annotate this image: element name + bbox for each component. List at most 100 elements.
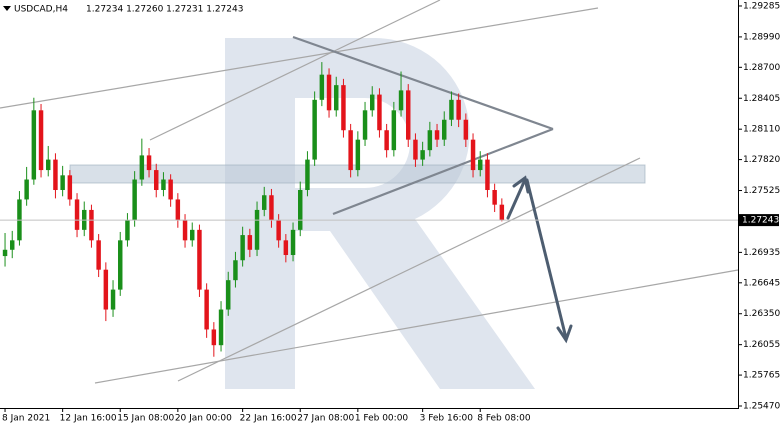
candle-body <box>406 90 411 140</box>
candle-body <box>60 175 65 191</box>
arrow-down <box>525 178 568 340</box>
candle-body <box>449 99 454 120</box>
candle-body <box>110 289 116 310</box>
trend-line <box>177 157 641 382</box>
y-tick-label: 1.28405 <box>743 94 780 104</box>
candle-body <box>326 74 332 111</box>
y-tick-label: 1.26645 <box>743 278 780 288</box>
candle-body <box>377 94 382 131</box>
candle-body <box>420 150 425 160</box>
arrow-head <box>512 175 530 194</box>
candle-body <box>290 229 296 256</box>
candle-body <box>226 280 231 310</box>
candle-body <box>2 249 8 257</box>
candle-body <box>478 159 483 171</box>
candle-body <box>139 155 145 180</box>
candle-body <box>362 110 368 140</box>
y-tick-label: 1.27820 <box>743 155 780 165</box>
candle-body <box>24 179 29 200</box>
candle-body <box>312 99 317 160</box>
x-tick-label: 12 Jan 16:00 <box>60 414 117 424</box>
candle-body <box>168 179 173 200</box>
candle-body <box>319 74 325 100</box>
candle-body <box>218 309 224 346</box>
candle-body <box>74 199 80 230</box>
candle-body <box>247 235 253 250</box>
candle-body <box>125 220 130 241</box>
candle-body <box>103 269 109 310</box>
y-tick-label: 1.28110 <box>743 125 780 135</box>
candle-body <box>10 240 15 250</box>
candle-body <box>211 329 217 346</box>
candle-body <box>154 170 159 191</box>
candle-body <box>233 260 238 281</box>
triangle-lines <box>292 35 554 216</box>
candle-body <box>182 220 188 241</box>
candle-body <box>341 85 346 131</box>
y-tick-label: 1.28700 <box>743 63 780 73</box>
x-tick-label: 15 Jan 08:00 <box>117 414 174 424</box>
candle-body <box>355 139 361 171</box>
candle-body <box>31 110 37 180</box>
x-tick-label: 3 Feb 16:00 <box>420 414 474 424</box>
watermark <box>225 38 535 389</box>
candle-body <box>204 289 209 330</box>
trend-line <box>94 269 739 384</box>
candle-body <box>96 240 101 270</box>
title-icon <box>3 6 11 11</box>
watermark-logo <box>225 38 535 389</box>
arrow-head <box>556 324 573 344</box>
candle-body <box>118 240 123 290</box>
candle-body <box>269 195 274 221</box>
candle-body <box>298 190 303 230</box>
candle-body <box>370 94 375 111</box>
y-tick-label: 1.27525 <box>743 186 780 196</box>
candle-body <box>262 195 267 210</box>
candle-body <box>89 209 94 241</box>
candle-body <box>132 179 137 221</box>
y-tick-label: 1.26350 <box>743 309 780 319</box>
x-tick-label: 27 Jan 08:00 <box>297 414 354 424</box>
candle-body <box>427 130 433 151</box>
candle-body <box>240 235 245 261</box>
candle-body <box>391 110 397 151</box>
candle-body <box>276 220 281 241</box>
x-tick-label: 8 Feb 08:00 <box>477 414 531 424</box>
triangle-line <box>292 35 554 131</box>
candle-body <box>161 179 166 191</box>
y-tick-label: 1.29285 <box>743 1 780 11</box>
candle-body <box>413 139 418 160</box>
candle-body <box>146 155 152 171</box>
y-tick-label: 1.26055 <box>743 340 780 350</box>
x-tick-label: 22 Jan 16:00 <box>240 414 297 424</box>
candle-body <box>67 175 73 200</box>
x-tick-label: 1 Feb 00:00 <box>355 414 409 424</box>
quote-text: 1.27234 1.27260 1.27231 1.27243 <box>86 5 243 15</box>
y-tick-label: 1.26935 <box>743 248 780 258</box>
x-tick-label: 20 Jan 00:00 <box>175 414 232 424</box>
candle-body <box>283 240 289 256</box>
candle-body <box>46 159 51 171</box>
candle-body <box>38 110 44 171</box>
candle-body <box>499 204 505 221</box>
forecast-arrows <box>506 175 573 344</box>
candles <box>2 62 505 357</box>
candle-body <box>190 229 195 241</box>
candle-body <box>456 99 461 120</box>
current-price-label: 1.27243 <box>742 216 779 226</box>
trend-line <box>149 0 441 141</box>
chart-title: USDCAD,H4 <box>14 5 68 15</box>
candle-body <box>175 199 181 221</box>
candle-body <box>398 90 404 111</box>
current-price-box <box>739 214 779 227</box>
candle-body <box>485 159 490 191</box>
candle-body <box>334 85 339 111</box>
candle-body <box>442 119 447 140</box>
candle-body <box>470 139 476 171</box>
trend-line <box>0 7 599 109</box>
y-tick-label: 1.28990 <box>743 32 780 42</box>
candle-body <box>53 159 58 191</box>
candle-body <box>463 119 469 140</box>
